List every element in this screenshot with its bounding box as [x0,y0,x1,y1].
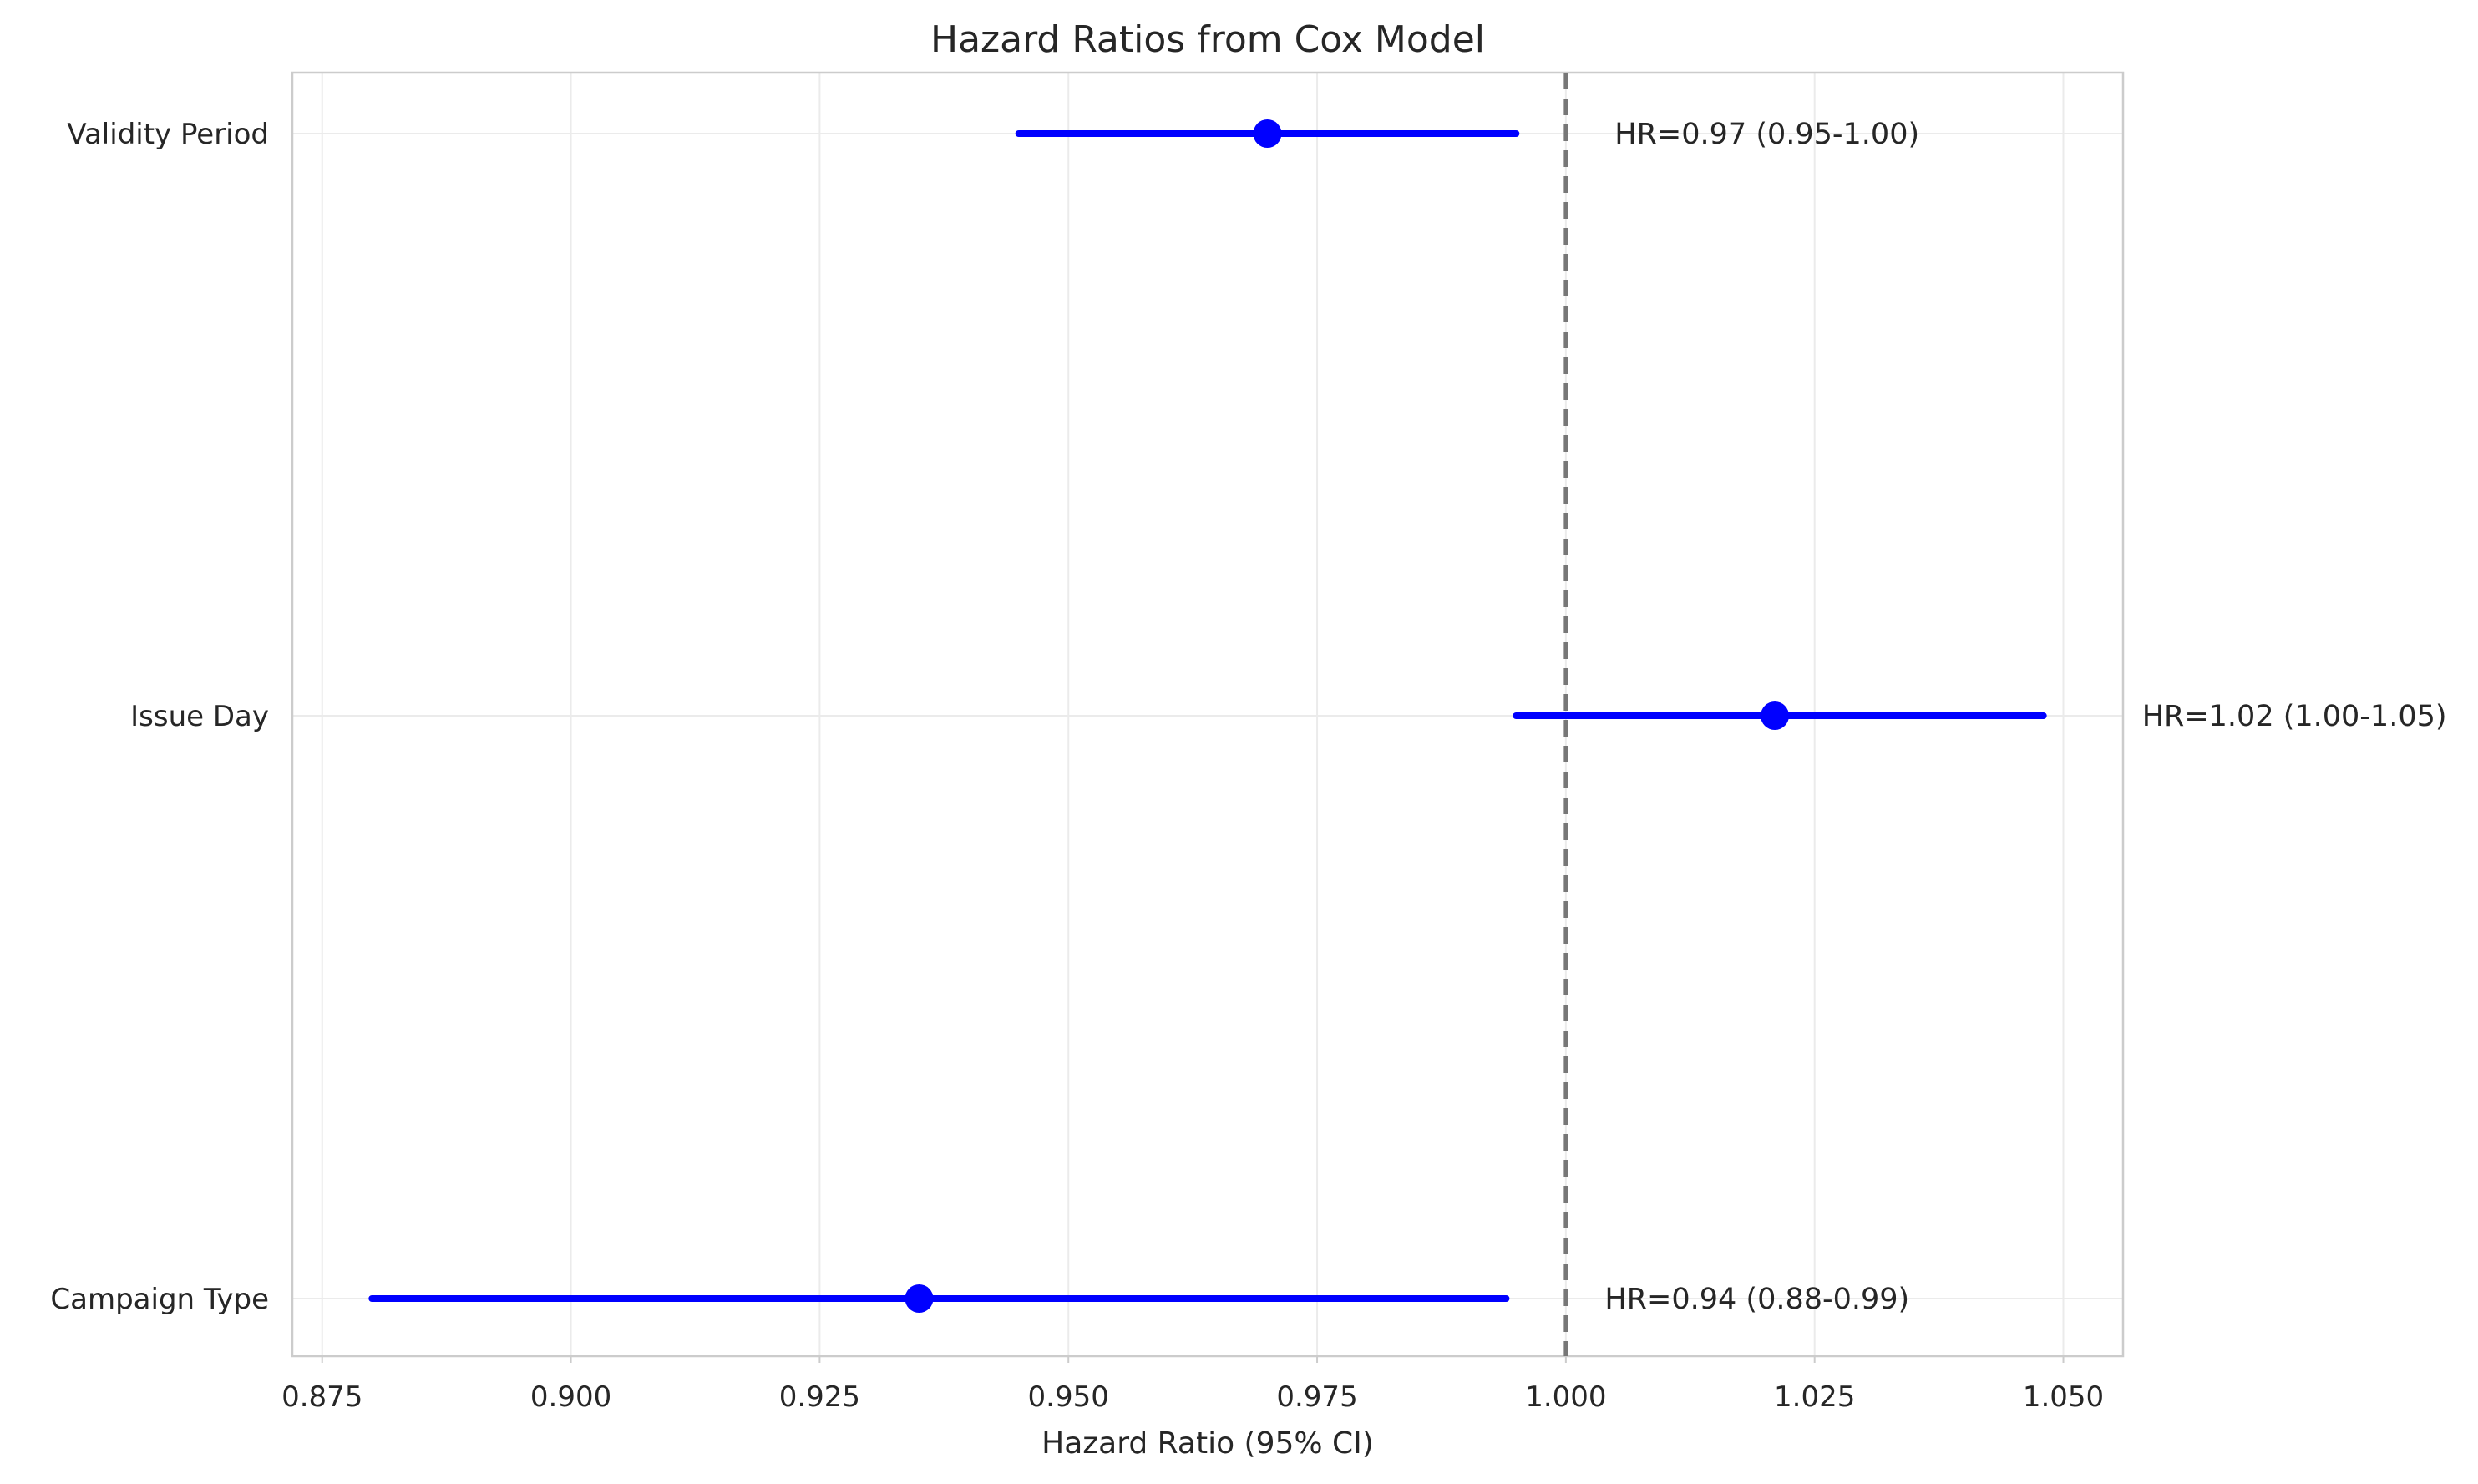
hr-point [1253,119,1282,148]
x-axis-label: Hazard Ratio (95% CI) [1041,1426,1374,1461]
plot-frame [291,71,2125,1358]
x-tick-label: 1.050 [2023,1380,2104,1414]
x-tick-label: 0.875 [281,1380,362,1414]
y-tick-label: Campaign Type [50,1283,269,1316]
y-tick-label: Issue Day [130,700,269,733]
x-tick-label: 1.025 [1774,1380,1855,1414]
marks-layer [368,119,2047,1313]
hr-annotations: HR=0.97 (0.95-1.00) HR=1.02 (1.00-1.05) HR… [1604,118,2446,1316]
chart-title: Hazard Ratios from Cox Model [930,18,1485,61]
x-tick-label: 0.975 [1276,1380,1357,1414]
x-tick-labels: 0.875 0.900 0.925 0.950 0.975 1.000 1.025 1.050 [281,1356,2104,1414]
hr-point [1761,701,1790,730]
x-tick-label: 1.000 [1525,1380,1606,1414]
x-tick-label: 0.900 [530,1380,611,1414]
x-tick-label: 0.950 [1028,1380,1109,1414]
x-tick-label: 0.925 [779,1380,860,1414]
hr-annotation: HR=0.94 (0.88-0.99) [1604,1283,1909,1316]
hr-annotation: HR=1.02 (1.00-1.05) [2142,700,2447,733]
y-tick-labels: Validity Period Issue Day Campaign Type [50,118,269,1316]
hr-point [905,1284,934,1313]
hr-annotation: HR=0.97 (0.95-1.00) [1614,118,1919,151]
y-tick-label: Validity Period [67,118,269,151]
